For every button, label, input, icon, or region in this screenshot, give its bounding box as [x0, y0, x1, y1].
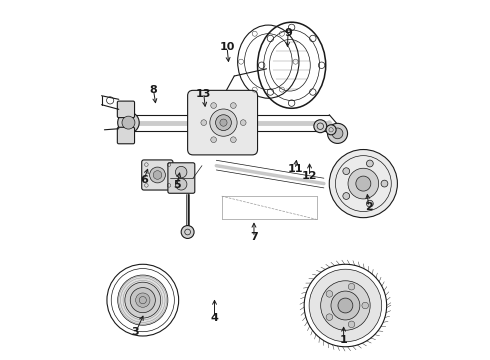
Circle shape — [331, 291, 360, 320]
Text: 11: 11 — [288, 164, 303, 174]
Circle shape — [153, 171, 162, 179]
FancyBboxPatch shape — [142, 160, 173, 190]
Circle shape — [332, 128, 343, 139]
Text: 3: 3 — [132, 327, 140, 337]
Text: 4: 4 — [211, 313, 219, 323]
Circle shape — [230, 137, 236, 143]
Text: 8: 8 — [149, 85, 157, 95]
Circle shape — [343, 168, 350, 175]
Circle shape — [367, 200, 373, 207]
Circle shape — [327, 123, 347, 143]
Circle shape — [210, 109, 237, 136]
Text: 6: 6 — [140, 175, 148, 185]
Text: 10: 10 — [220, 42, 235, 52]
Text: 12: 12 — [302, 171, 318, 181]
Text: 5: 5 — [173, 180, 181, 190]
Text: 2: 2 — [365, 202, 372, 212]
Text: 9: 9 — [284, 28, 292, 38]
Circle shape — [216, 115, 231, 131]
Circle shape — [314, 120, 327, 133]
Circle shape — [118, 275, 168, 325]
Circle shape — [348, 168, 379, 199]
Circle shape — [326, 314, 333, 320]
Circle shape — [348, 321, 355, 328]
Circle shape — [175, 179, 187, 190]
Circle shape — [211, 103, 217, 108]
Circle shape — [136, 293, 150, 307]
Text: 7: 7 — [250, 232, 258, 242]
FancyBboxPatch shape — [117, 101, 135, 118]
Circle shape — [343, 193, 350, 199]
Circle shape — [211, 137, 217, 143]
Circle shape — [125, 282, 161, 318]
Circle shape — [220, 119, 227, 126]
Circle shape — [181, 226, 194, 238]
Circle shape — [175, 166, 187, 178]
Circle shape — [367, 160, 373, 167]
FancyBboxPatch shape — [168, 163, 195, 193]
Circle shape — [362, 302, 368, 309]
Circle shape — [230, 103, 236, 108]
Circle shape — [240, 120, 246, 126]
Circle shape — [118, 112, 139, 134]
FancyBboxPatch shape — [188, 90, 258, 155]
Circle shape — [338, 298, 353, 313]
FancyBboxPatch shape — [117, 127, 135, 144]
Circle shape — [149, 167, 166, 183]
Circle shape — [326, 125, 336, 135]
Text: 1: 1 — [340, 334, 347, 345]
Circle shape — [309, 269, 382, 342]
Circle shape — [130, 288, 155, 313]
Circle shape — [122, 116, 135, 129]
Circle shape — [326, 291, 333, 297]
Circle shape — [320, 281, 370, 330]
Circle shape — [201, 120, 207, 126]
Circle shape — [356, 176, 371, 191]
Circle shape — [348, 283, 355, 290]
Circle shape — [329, 149, 397, 218]
Text: 13: 13 — [196, 89, 212, 99]
Circle shape — [381, 180, 388, 187]
